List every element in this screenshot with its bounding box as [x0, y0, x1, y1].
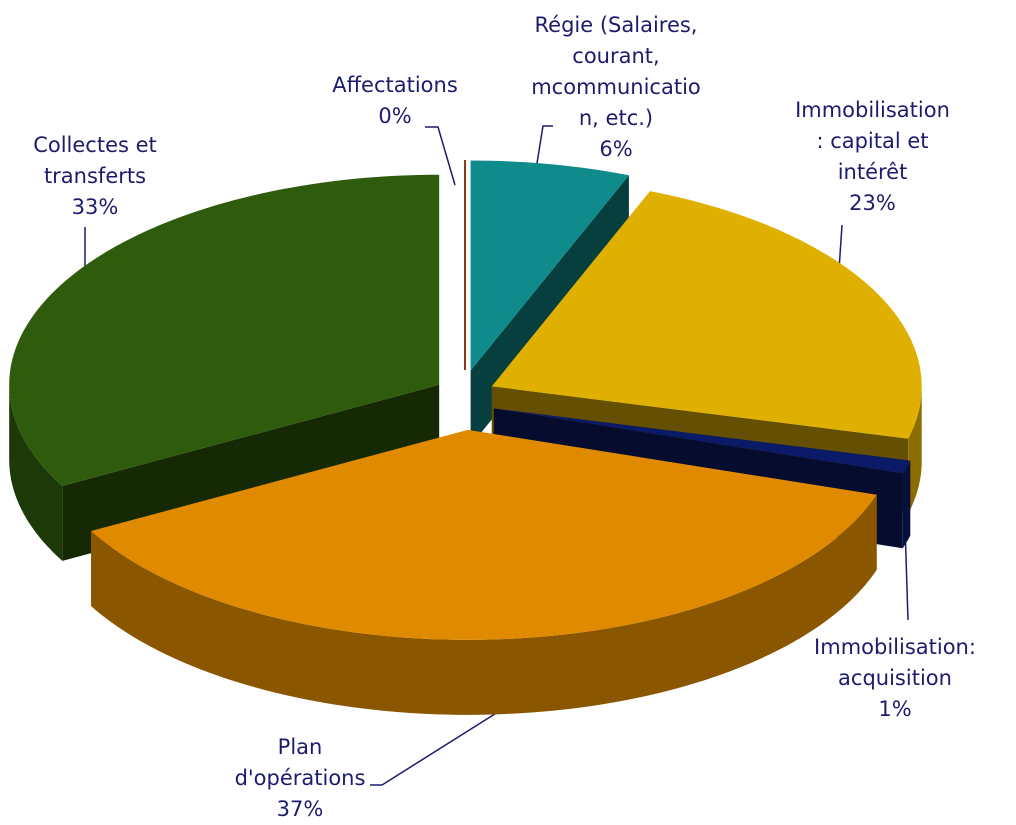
- category-label: Affectations: [332, 73, 458, 97]
- slice-wall: [91, 494, 877, 715]
- slice-wall: [902, 460, 911, 549]
- value-label: 33%: [71, 195, 119, 219]
- category-label: Plan d'opérations: [234, 735, 366, 790]
- value-label: 0%: [378, 104, 412, 128]
- label: Immobilisation : capital et intérêt 23%: [790, 95, 955, 219]
- label: Plan d'opérations 37%: [225, 732, 375, 825]
- pie: [9, 160, 922, 715]
- value-label: 1%: [878, 697, 912, 721]
- category-label: Régie (Salaires, courant, mcommunication…: [531, 13, 701, 130]
- leader-line: [370, 711, 499, 786]
- category-label: Immobilisation: acquisition: [814, 635, 976, 690]
- slice-wall: [9, 384, 63, 561]
- category-label: Immobilisation : capital et intérêt: [795, 98, 950, 184]
- slice: [493, 408, 911, 474]
- label: Immobilisation: acquisition 1%: [805, 632, 985, 725]
- slice-wall: [908, 386, 922, 514]
- slice: [9, 174, 440, 486]
- value-label: 37%: [276, 797, 324, 821]
- slice: [91, 429, 877, 640]
- label: Affectations 0%: [300, 70, 490, 132]
- label: Régie (Salaires, courant, mcommunication…: [528, 10, 704, 165]
- slice: [470, 160, 629, 371]
- value-label: 23%: [849, 191, 896, 215]
- category-label: Collectes et transferts: [33, 133, 157, 188]
- label: Collectes et transferts 33%: [20, 130, 170, 223]
- slice: [491, 191, 922, 439]
- value-label: 6%: [599, 137, 633, 161]
- leader-line: [425, 126, 456, 186]
